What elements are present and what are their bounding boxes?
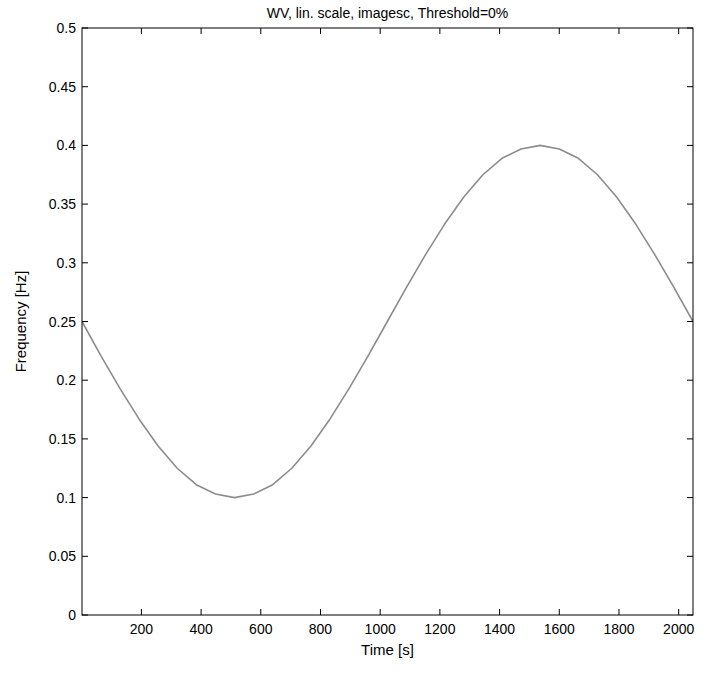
y-tick-right (687, 556, 693, 557)
title: WV, lin. scale, imagesc, Threshold=0% (267, 5, 509, 21)
x-tick-top (439, 28, 440, 34)
y-tick (82, 321, 88, 322)
y-tick-label: 0.2 (57, 372, 77, 388)
y-tick-label: 0.5 (57, 20, 77, 36)
y-tick-label: 0.4 (57, 137, 77, 153)
x-tick-top (499, 28, 500, 34)
x-tick (201, 609, 202, 615)
y-tick-label: 0.35 (49, 196, 76, 212)
ridge-line (82, 145, 693, 497)
plot-background (82, 28, 693, 615)
chart: 200 400 600 800 1000 1200 1400 1600 1800 2000 0 0.0… (0, 0, 725, 676)
y-tick-label: 0 (68, 607, 76, 623)
x-tick-top (559, 28, 560, 34)
x-tick-label: 1400 (484, 621, 515, 637)
x-tick (439, 609, 440, 615)
x-tick-label: 1200 (424, 621, 455, 637)
x-tick-top (260, 28, 261, 34)
y-tick (82, 497, 88, 498)
x-tick-top (678, 28, 679, 34)
y-tick-label: 0.3 (57, 255, 77, 271)
y-tick-label: 0.05 (49, 548, 76, 564)
x-tick (141, 609, 142, 615)
y-tick-right (687, 145, 693, 146)
y-tick-right (687, 380, 693, 381)
x-tick-label: 2000 (663, 621, 694, 637)
y-tick-right (687, 615, 693, 616)
y-tick-right (687, 262, 693, 263)
x-tick-top (201, 28, 202, 34)
y-tick (82, 204, 88, 205)
y-tick (82, 380, 88, 381)
y-tick-label: 0.15 (49, 431, 76, 447)
x-tick-top (618, 28, 619, 34)
axes-frame (82, 28, 693, 615)
x-tick-top (320, 28, 321, 34)
y-tick (82, 556, 88, 557)
y-tick-label: 0.25 (49, 314, 76, 330)
y-tick-right (687, 497, 693, 498)
x-tick (559, 609, 560, 615)
x-tick-label: 600 (249, 621, 273, 637)
x-tick-label: 400 (189, 621, 213, 637)
x-tick (320, 609, 321, 615)
y-tick (82, 28, 88, 29)
x-tick-label: 200 (130, 621, 154, 637)
y-tick-right (687, 86, 693, 87)
x-tick (499, 609, 500, 615)
x-tick-label: 1800 (603, 621, 634, 637)
y-axis-title: Frequency [Hz] (12, 271, 29, 373)
y-tick-label: 0.45 (49, 79, 76, 95)
y-tick (82, 615, 88, 616)
x-tick (678, 609, 679, 615)
x-tick-top (141, 28, 142, 34)
y-tick-right (687, 438, 693, 439)
x-tick-label: 1000 (365, 621, 396, 637)
x-tick (380, 609, 381, 615)
y-tick-right (687, 28, 693, 29)
y-tick (82, 438, 88, 439)
plot-area (82, 145, 693, 497)
y-tick (82, 86, 88, 87)
x-tick-label: 800 (309, 621, 333, 637)
y-tick-right (687, 204, 693, 205)
y-tick (82, 145, 88, 146)
x-tick-top (380, 28, 381, 34)
x-axis-title: Time [s] (361, 641, 414, 658)
y-tick (82, 262, 88, 263)
y-tick-label: 0.1 (57, 490, 77, 506)
x-tick-label: 1600 (544, 621, 575, 637)
y-tick-right (687, 321, 693, 322)
x-tick (260, 609, 261, 615)
x-tick (618, 609, 619, 615)
